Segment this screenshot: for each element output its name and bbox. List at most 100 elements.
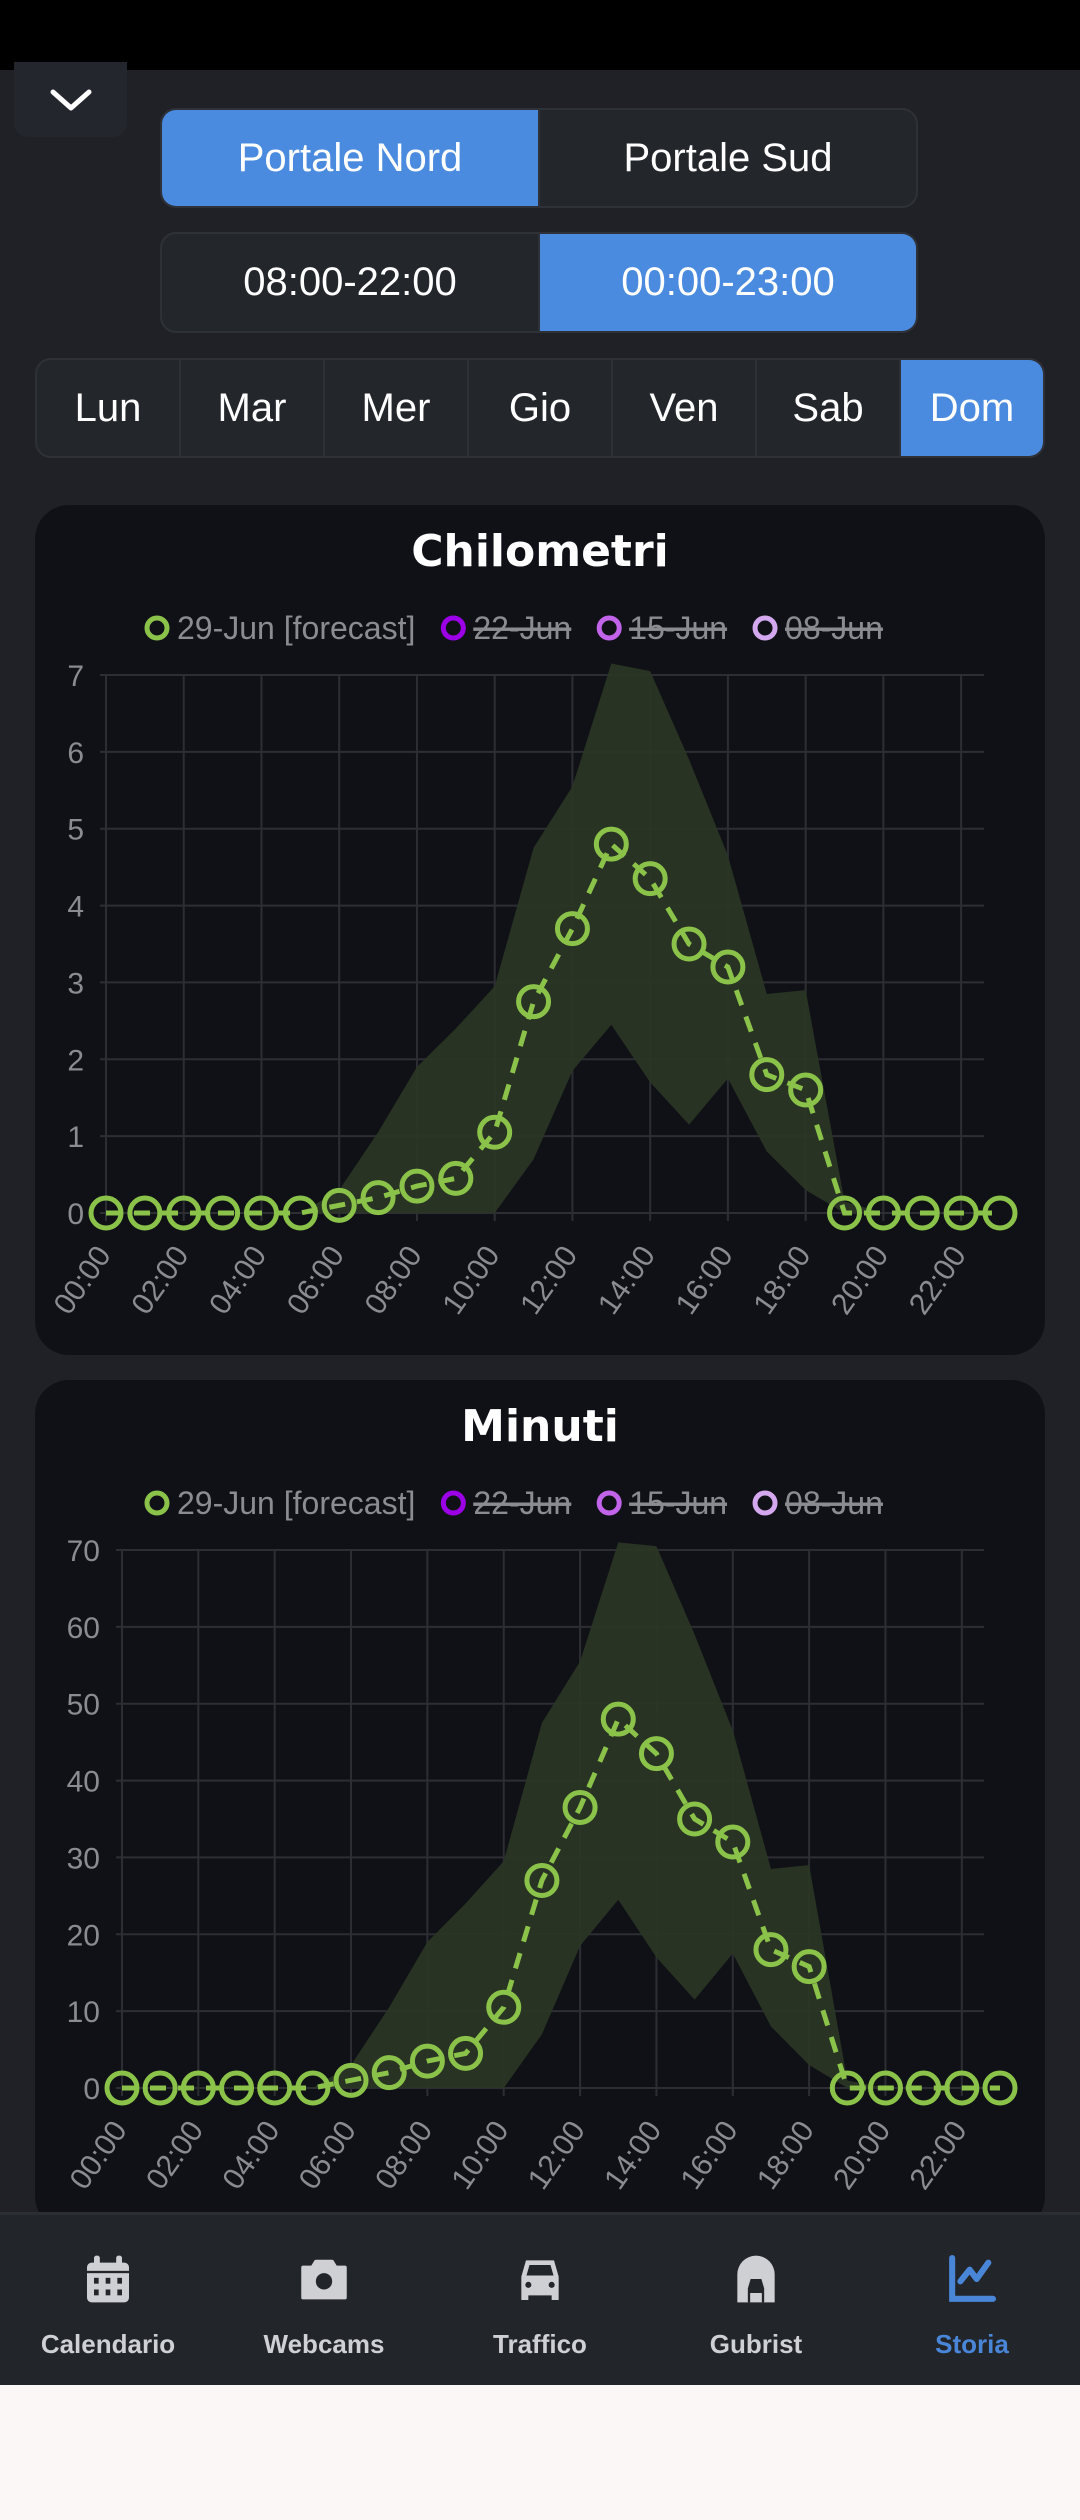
x-tick-label: 10:00	[445, 2115, 515, 2195]
data-point	[486, 1989, 522, 2025]
data-point	[593, 826, 629, 862]
app: Portale Nord Portale Sud 08:00-22:00 00:…	[0, 0, 1080, 2385]
x-tick-label: 02:00	[140, 2115, 210, 2195]
x-tick-label: 18:00	[747, 1240, 817, 1320]
y-tick-label: 50	[67, 1689, 100, 1722]
day-option[interactable]: Dom	[901, 360, 1043, 456]
data-point	[943, 1195, 979, 1231]
data-point	[399, 1168, 435, 1204]
data-point	[205, 1195, 241, 1231]
y-tick-label: 70	[67, 1535, 100, 1568]
data-point	[865, 1195, 901, 1231]
day-option[interactable]: Mar	[181, 360, 325, 456]
y-tick-label: 0	[83, 2073, 100, 2106]
data-point	[600, 1701, 636, 1737]
x-tick-label: 20:00	[827, 2115, 897, 2195]
legend-marker-icon	[440, 1490, 466, 1516]
x-tick-label: 08:00	[359, 1240, 429, 1320]
y-tick-label: 4	[67, 891, 84, 924]
y-tick-label: 3	[67, 967, 84, 1000]
nav-calendario[interactable]: Calendario	[0, 2215, 216, 2385]
day-option[interactable]: Lun	[37, 360, 181, 456]
data-point	[753, 1932, 789, 1968]
legend-marker-icon	[752, 1490, 778, 1516]
nav-webcams[interactable]: Webcams	[216, 2215, 432, 2385]
legend-marker-icon	[752, 615, 778, 641]
day-option[interactable]: Mer	[325, 360, 469, 456]
data-point	[554, 911, 590, 947]
data-point	[516, 984, 552, 1020]
range-band	[106, 663, 1000, 1213]
nav-label: Traffico	[493, 2329, 587, 2359]
data-point	[127, 1195, 163, 1231]
data-point	[904, 1195, 940, 1231]
y-tick-label: 7	[67, 660, 84, 693]
data-point	[360, 1180, 396, 1216]
y-tick-label: 60	[67, 1612, 100, 1645]
x-tick-label: 04:00	[203, 1240, 273, 1320]
data-point	[749, 1057, 785, 1093]
data-point	[524, 1862, 560, 1898]
portal-option[interactable]: Portale Nord	[162, 110, 540, 206]
day-option[interactable]: Ven	[613, 360, 757, 456]
chart-line-icon	[949, 2254, 997, 2302]
nav-label: Calendario	[40, 2329, 176, 2359]
data-point	[982, 2070, 1018, 2106]
data-point	[409, 2043, 445, 2079]
nav-traffico[interactable]: Traffico	[432, 2215, 648, 2385]
y-tick-label: 0	[67, 1198, 84, 1231]
collapse-button[interactable]	[14, 62, 127, 137]
legend-marker-icon	[440, 615, 466, 641]
data-point	[632, 861, 668, 897]
data-point	[638, 1736, 674, 1772]
data-point	[677, 1801, 713, 1837]
legend-item: 29-Jun [forecast]	[177, 610, 415, 646]
portal-option[interactable]: Portale Sud	[623, 135, 833, 180]
data-point	[243, 1195, 279, 1231]
y-tick-label: 40	[67, 1766, 100, 1799]
tunnel-icon	[737, 2255, 775, 2303]
x-tick-label: 12:00	[522, 2115, 592, 2195]
nav-gubrist[interactable]: Gubrist	[648, 2215, 864, 2385]
hours-option[interactable]: 08:00-22:00	[162, 234, 540, 331]
x-tick-label: 10:00	[436, 1240, 506, 1320]
day-option[interactable]: Gio	[469, 360, 613, 456]
data-point	[180, 2070, 216, 2106]
data-point	[333, 2062, 369, 2098]
x-tick-label: 00:00	[48, 1240, 118, 1320]
nav-label: Gubrist	[709, 2329, 803, 2359]
day-option[interactable]: Sab	[757, 360, 901, 456]
legend-marker-icon	[144, 615, 170, 641]
data-point	[827, 1195, 863, 1231]
x-tick-label: 08:00	[369, 2115, 439, 2195]
data-point	[906, 2070, 942, 2106]
data-point	[371, 2055, 407, 2091]
y-tick-label: 20	[67, 1919, 100, 1952]
x-tick-label: 12:00	[514, 1240, 584, 1320]
data-point	[562, 1789, 598, 1825]
data-point	[438, 1160, 474, 1196]
data-point	[166, 1195, 202, 1231]
camera-icon	[301, 2259, 347, 2300]
data-point	[788, 1072, 824, 1108]
chart-card-kilometers: Chilometri 29-Jun [forecast] 22-Jun 15-Jun 0…	[35, 505, 1045, 1355]
bottom-nav: Calendario Webcams Traffico Gubrist Stor…	[0, 2212, 1080, 2385]
nav-storia[interactable]: Storia	[864, 2215, 1080, 2385]
data-point	[791, 1949, 827, 1985]
calendar-icon	[87, 2255, 129, 2303]
range-band	[122, 1542, 1000, 2088]
x-tick-label: 02:00	[125, 1240, 195, 1320]
hours-option[interactable]: 00:00-23:00	[540, 234, 916, 331]
data-point	[982, 1195, 1018, 1231]
legend-item: 29-Jun [forecast]	[177, 1485, 415, 1521]
data-point	[671, 926, 707, 962]
chart-card-minutes: Minuti 29-Jun [forecast] 22-Jun 15-Jun 08-Ju…	[35, 1380, 1045, 2230]
chart-title: Chilometri	[411, 526, 669, 577]
data-point	[219, 2070, 255, 2106]
x-tick-label: 16:00	[674, 2115, 744, 2195]
data-point	[104, 2070, 140, 2106]
x-tick-label: 04:00	[216, 2115, 286, 2195]
y-tick-label: 30	[67, 1842, 100, 1875]
